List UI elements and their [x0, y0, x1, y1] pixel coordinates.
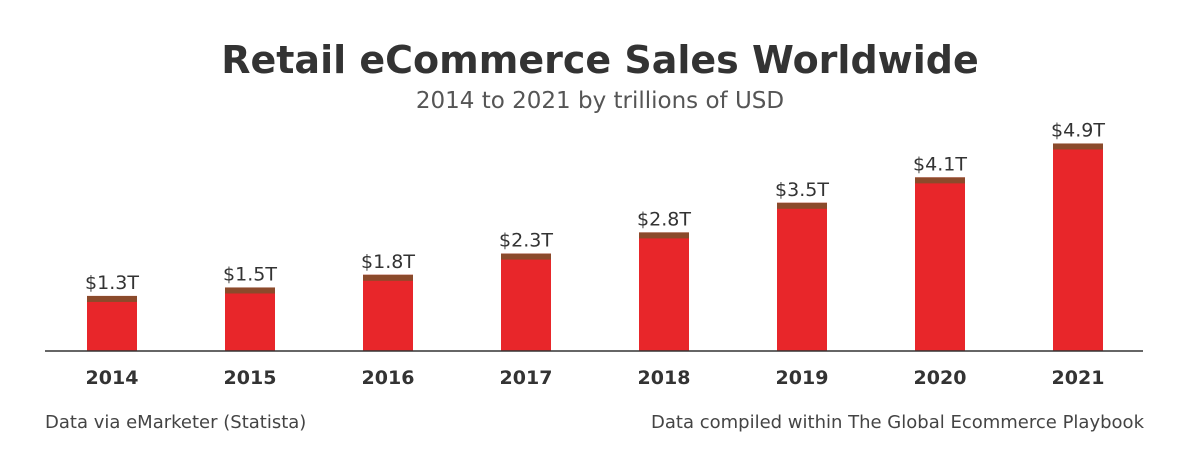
x-tick-2017: 2017 — [500, 367, 553, 389]
x-tick-2021: 2021 — [1052, 367, 1105, 389]
bar-2021 — [1053, 143, 1103, 351]
x-tick-2019: 2019 — [776, 367, 829, 389]
bar-2016 — [363, 274, 413, 351]
x-tick-2016: 2016 — [362, 367, 415, 389]
value-label-2019: $3.5T — [775, 179, 829, 201]
bar-cap-2021 — [1053, 143, 1103, 150]
bar-cap-2017 — [501, 253, 551, 260]
bar-2014 — [87, 295, 137, 351]
value-label-2017: $2.3T — [499, 230, 553, 252]
bar-cap-2015 — [225, 287, 275, 294]
x-tick-2018: 2018 — [638, 367, 691, 389]
chart-subtitle: 2014 to 2021 by trillions of USD — [416, 88, 784, 114]
value-label-2015: $1.5T — [223, 263, 277, 285]
bar-2017 — [501, 253, 551, 351]
bar-chart: Retail eCommerce Sales Worldwide 2014 to… — [45, 38, 1143, 389]
x-tick-labels-group: 2014 2015 2016 2017 2018 2019 2020 2021 — [86, 367, 1105, 389]
compiled-note: Data compiled within The Global Ecommerc… — [651, 412, 1144, 433]
bar-cap-2019 — [777, 202, 827, 209]
x-tick-2015: 2015 — [224, 367, 277, 389]
chart-title: Retail eCommerce Sales Worldwide — [221, 38, 979, 82]
source-note: Data via eMarketer (Statista) — [45, 412, 307, 433]
bar-2018 — [639, 232, 689, 351]
value-label-2020: $4.1T — [913, 153, 967, 175]
value-label-2016: $1.8T — [361, 251, 415, 273]
bars-group — [87, 143, 1103, 351]
bar-cap-2016 — [363, 274, 413, 281]
bar-2015 — [225, 287, 275, 351]
x-tick-2020: 2020 — [914, 367, 967, 389]
value-label-2021: $4.9T — [1051, 119, 1105, 141]
value-labels-group: $1.3T $1.5T $1.8T $2.3T $2.8T $3.5T $4.1T $4.9T — [85, 119, 1105, 293]
bar-2020 — [915, 177, 965, 351]
x-tick-2014: 2014 — [86, 367, 139, 389]
bar-cap-2020 — [915, 177, 965, 184]
bar-cap-2014 — [87, 295, 137, 302]
bar-2019 — [777, 202, 827, 351]
bar-cap-2018 — [639, 232, 689, 239]
value-label-2018: $2.8T — [637, 208, 691, 230]
value-label-2014: $1.3T — [85, 272, 139, 294]
